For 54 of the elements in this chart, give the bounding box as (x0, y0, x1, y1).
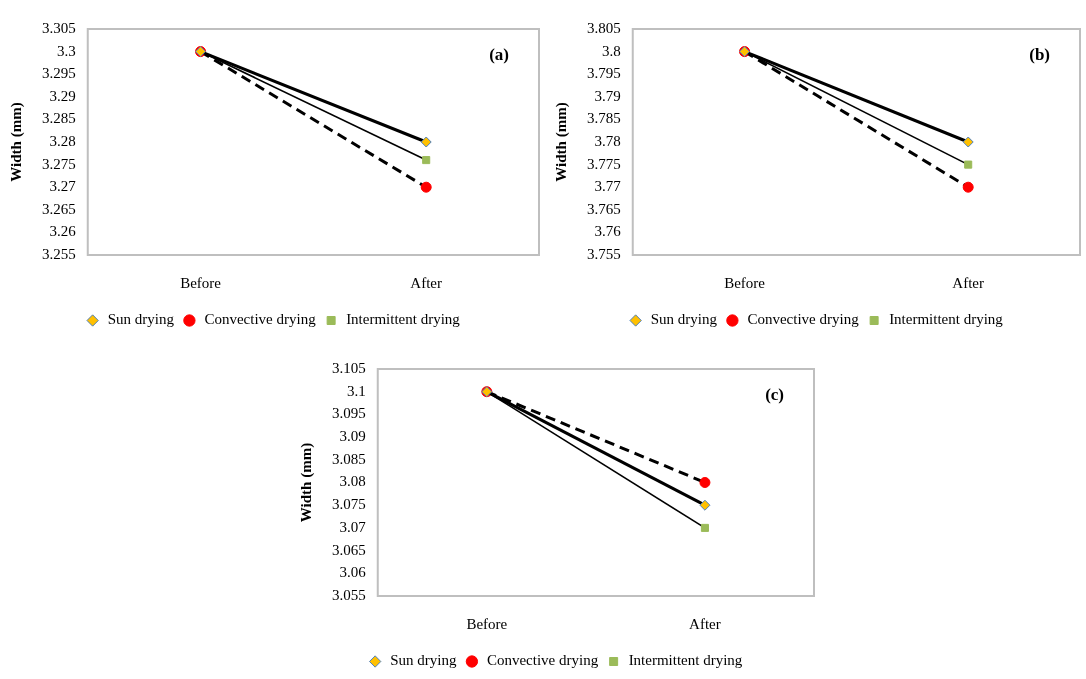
y-tick-label: 3.26 (49, 223, 77, 240)
legend-label: Sun drying (390, 652, 457, 669)
y-tick-label: 3.755 (587, 245, 621, 262)
x-tick-label: After (952, 274, 985, 291)
y-axis-title: Width (mm) (7, 102, 25, 182)
y-tick-label: 3.055 (332, 586, 366, 603)
x-tick-label: Before (724, 274, 766, 291)
y-tick-label: 3.8 (602, 42, 621, 59)
y-tick-label: 3.76 (594, 223, 622, 240)
annotation: (b) (1029, 44, 1050, 64)
annotation: (c) (765, 384, 784, 404)
x-tick-label: After (689, 615, 721, 632)
y-tick-label: 3.775 (587, 155, 621, 172)
y-tick-label: 3.77 (594, 178, 622, 195)
legend-label: Convective drying (204, 311, 317, 328)
y-tick-label: 3.085 (332, 450, 366, 467)
y-tick-label: 3.795 (587, 65, 621, 82)
legend-label: Intermittent drying (889, 311, 1004, 328)
y-tick-label: 3.1 (347, 382, 366, 399)
x-tick-label: Before (466, 615, 508, 632)
y-axis-title: Width (mm) (552, 102, 570, 182)
annotation: (a) (489, 44, 509, 64)
x-tick-label: After (410, 274, 443, 291)
y-tick-label: 3.765 (587, 200, 621, 217)
x-tick-label: Before (180, 274, 222, 291)
y-tick-label: 3.305 (42, 19, 76, 36)
y-tick-label: 3.295 (42, 65, 76, 82)
y-tick-label: 3.3 (57, 42, 76, 59)
y-tick-label: 3.79 (594, 87, 621, 104)
y-tick-label: 3.08 (339, 473, 366, 490)
legend-label: Sun drying (107, 311, 175, 328)
y-tick-label: 3.805 (587, 19, 621, 36)
legend-label: Convective drying (747, 311, 860, 328)
y-tick-label: 3.105 (332, 359, 366, 376)
legend-label: Sun drying (650, 311, 718, 328)
legend-label: Intermittent drying (628, 652, 743, 669)
y-tick-label: 3.275 (42, 155, 76, 172)
y-tick-label: 3.29 (49, 87, 76, 104)
y-tick-label: 3.09 (339, 428, 366, 445)
y-tick-label: 3.27 (49, 178, 77, 195)
y-tick-label: 3.785 (587, 110, 621, 127)
legend-label: Convective drying (486, 652, 599, 669)
y-tick-label: 3.78 (594, 132, 621, 149)
y-tick-label: 3.255 (42, 245, 76, 262)
y-tick-label: 3.265 (42, 200, 76, 217)
y-tick-label: 3.28 (49, 132, 76, 149)
y-tick-label: 3.06 (339, 564, 367, 581)
y-axis-title: Width (mm) (297, 442, 315, 523)
legend-label: Intermittent drying (346, 311, 461, 328)
y-tick-label: 3.065 (332, 541, 366, 558)
y-tick-label: 3.075 (332, 496, 366, 513)
y-tick-label: 3.07 (339, 518, 367, 535)
y-tick-label: 3.095 (332, 405, 366, 422)
y-tick-label: 3.285 (42, 110, 76, 127)
